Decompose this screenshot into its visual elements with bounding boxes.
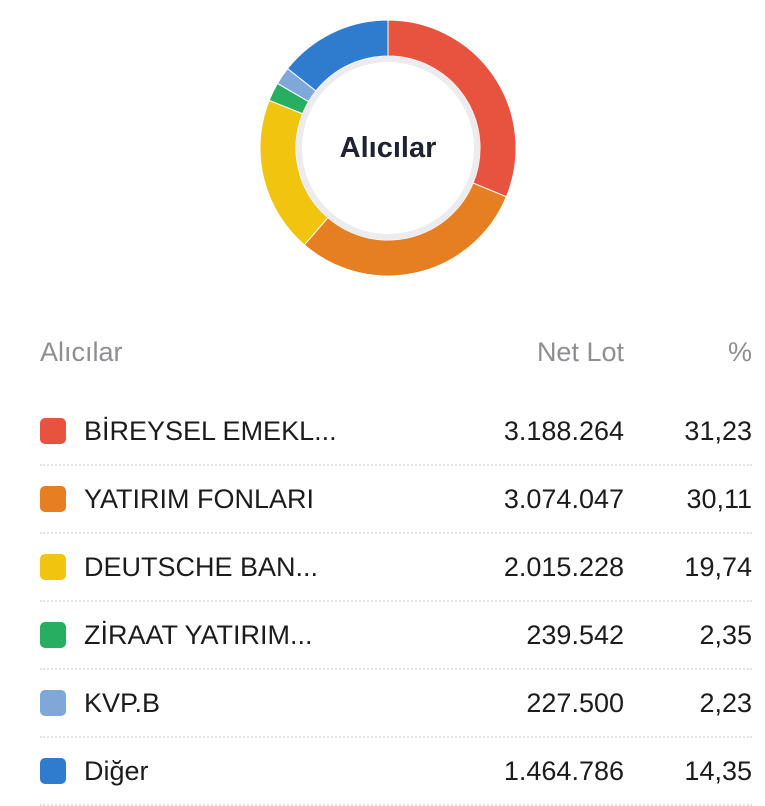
header-net-lot: Net Lot xyxy=(536,336,624,367)
row-label: Diğer xyxy=(84,755,149,786)
row-net-lot: 3.074.047 xyxy=(503,483,624,514)
header-percent: % xyxy=(727,336,752,367)
row-label: BİREYSEL EMEKL... xyxy=(84,415,337,446)
table-row[interactable]: BİREYSEL EMEKL... 3.188.264 31,23 xyxy=(40,398,752,466)
legend-swatch xyxy=(40,486,66,512)
table-row[interactable]: YATIRIM FONLARI 3.074.047 30,11 xyxy=(40,466,752,534)
donut-chart-svg xyxy=(259,19,517,277)
header-buyers: Alıcılar xyxy=(40,336,123,367)
table-row[interactable]: Diğer 1.464.786 14,35 xyxy=(40,738,752,806)
legend-swatch xyxy=(40,418,66,444)
row-net-lot: 227.500 xyxy=(526,687,624,718)
row-name-cell: YATIRIM FONLARI xyxy=(40,484,440,515)
row-label: KVP.B xyxy=(84,687,161,718)
row-name-cell: KVP.B xyxy=(40,688,440,719)
row-percent: 14,35 xyxy=(684,755,752,786)
row-name-cell: Diğer xyxy=(40,756,440,787)
donut-inner-ring xyxy=(296,56,480,240)
table-header: Alıcılar Net Lot % xyxy=(40,326,752,378)
row-percent: 30,11 xyxy=(686,483,752,514)
legend-swatch xyxy=(40,690,66,716)
table-row[interactable]: KVP.B 227.500 2,23 xyxy=(40,670,752,738)
donut-chart: Alıcılar xyxy=(258,18,518,278)
table-body: BİREYSEL EMEKL... 3.188.264 31,23 YATIRIM F… xyxy=(40,398,752,806)
row-net-lot: 1.464.786 xyxy=(503,755,624,786)
legend-swatch xyxy=(40,758,66,784)
row-label: DEUTSCHE BAN... xyxy=(84,551,319,582)
row-name-cell: ZİRAAT YATIRIM... xyxy=(40,620,440,651)
row-percent: 19,74 xyxy=(684,551,752,582)
legend-swatch xyxy=(40,622,66,648)
row-label: ZİRAAT YATIRIM... xyxy=(84,619,313,650)
row-percent: 2,23 xyxy=(699,687,752,718)
buyers-table: Alıcılar Net Lot % BİREYSEL EMEKL... 3.18… xyxy=(40,326,752,806)
row-net-lot: 239.542 xyxy=(526,619,624,650)
row-name-cell: DEUTSCHE BAN... xyxy=(40,552,440,583)
row-label: YATIRIM FONLARI xyxy=(84,483,315,514)
table-row[interactable]: DEUTSCHE BAN... 2.015.228 19,74 xyxy=(40,534,752,602)
row-percent: 31,23 xyxy=(684,415,752,446)
legend-swatch xyxy=(40,554,66,580)
row-percent: 2,35 xyxy=(699,619,752,650)
donut-slice[interactable] xyxy=(286,19,389,92)
row-net-lot: 2.015.228 xyxy=(503,551,624,582)
row-net-lot: 3.188.264 xyxy=(503,415,624,446)
table-row[interactable]: ZİRAAT YATIRIM... 239.542 2,35 xyxy=(40,602,752,670)
row-name-cell: BİREYSEL EMEKL... xyxy=(40,416,440,447)
